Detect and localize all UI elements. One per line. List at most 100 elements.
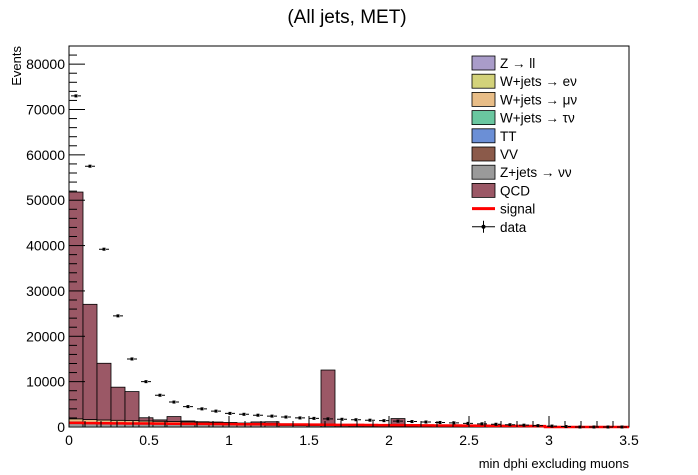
data-point — [337, 417, 347, 421]
legend-entry: QCD — [471, 182, 530, 198]
data-point — [323, 417, 333, 421]
histogram-bar — [180, 420, 196, 423]
histogram-bar — [138, 417, 154, 422]
data-point — [99, 247, 109, 251]
signal-line — [69, 421, 629, 429]
plot-area: 0 0.5 1 1.5 2 2.5 3 3.5 10000 20000 30000 40000 5000… — [26, 45, 639, 448]
data-point-marker — [424, 420, 428, 424]
legend-entry: W+jets → eν — [471, 73, 577, 89]
data-point-marker — [200, 407, 204, 411]
legend-label: W+jets → τν — [500, 111, 575, 126]
data-point-marker — [438, 420, 442, 424]
legend-swatch — [471, 128, 496, 144]
data-point — [85, 164, 95, 168]
legend-entry: W+jets → μν — [471, 92, 577, 107]
histogram-bar — [68, 191, 84, 420]
data-point-marker — [158, 393, 162, 397]
data-point-marker — [284, 415, 288, 419]
y-tick-label: 60000 — [26, 147, 65, 163]
x-tick-label: 1 — [225, 432, 233, 448]
data-point-marker — [116, 314, 120, 318]
data-point — [169, 400, 179, 404]
y-tick-label: 30000 — [26, 283, 65, 299]
data-point-marker — [466, 421, 470, 425]
data-point-marker — [522, 423, 526, 427]
data-point-marker — [620, 425, 624, 429]
data-point — [603, 425, 613, 429]
data-point-marker — [410, 420, 414, 424]
data-point-marker — [606, 425, 610, 429]
histogram-bar — [68, 418, 84, 423]
histogram-bar — [124, 391, 140, 422]
data-point — [393, 419, 403, 423]
data-point-marker — [326, 417, 330, 421]
legend-swatch — [471, 55, 496, 71]
legend-label: VV — [500, 147, 518, 162]
legend-label: W+jets → μν — [500, 92, 577, 107]
data-point-marker — [88, 164, 92, 168]
legend-entry: signal — [472, 202, 535, 217]
legend-swatch — [471, 146, 496, 162]
data-point — [127, 357, 137, 361]
data-point-marker — [508, 423, 512, 427]
histogram-bar — [320, 369, 336, 425]
data-point-marker — [396, 419, 400, 423]
data-point — [519, 423, 529, 427]
legend-marker-dot — [481, 224, 486, 229]
data-point-marker — [74, 94, 78, 98]
chart-title: (All jets, MET) — [287, 7, 406, 28]
data-point — [491, 422, 501, 426]
y-axis-title: Events — [9, 46, 24, 86]
legend-entry: Z+jets → νν — [471, 164, 572, 180]
data-point — [281, 415, 291, 419]
legend-entry: W+jets → τν — [471, 110, 575, 126]
x-tick-label: 0.5 — [139, 432, 159, 448]
data-point-marker — [550, 424, 554, 428]
data-point — [113, 314, 123, 318]
data-point-marker — [144, 380, 148, 384]
data-point-marker — [242, 412, 246, 416]
legend-swatch — [471, 92, 496, 107]
legend-label: Z → ll — [500, 56, 535, 71]
data-point — [575, 425, 585, 429]
legend-label: W+jets → eν — [500, 74, 577, 89]
data-point-marker — [382, 419, 386, 423]
data-point — [267, 414, 277, 418]
data-point — [421, 420, 431, 424]
data-point — [295, 416, 305, 420]
data-point — [365, 418, 375, 422]
legend-entry: VV — [471, 146, 518, 162]
histogram-bar — [110, 386, 126, 421]
data-point-marker — [186, 405, 190, 409]
y-tick-label: 20000 — [26, 328, 65, 344]
y-tick-label: 10000 — [26, 374, 65, 390]
data-point — [379, 419, 389, 423]
legend-label: Z+jets → νν — [500, 165, 572, 180]
y-zero-label: 0 — [57, 419, 65, 435]
y-tick-label: 40000 — [26, 238, 65, 254]
legend-label: TT — [500, 129, 517, 144]
signal-layer — [69, 421, 629, 429]
data-point — [225, 411, 235, 415]
y-tick-label: 50000 — [26, 192, 65, 208]
data-point — [141, 380, 151, 384]
data-point-marker — [592, 425, 596, 429]
legend-entry: Z → ll — [471, 55, 535, 71]
x-tick-label: 3 — [545, 432, 553, 448]
data-point-marker — [368, 418, 372, 422]
data-point — [253, 413, 263, 417]
x-axis-title: min dphi excluding muons — [479, 456, 630, 471]
data-point-marker — [452, 421, 456, 425]
data-point-marker — [228, 411, 232, 415]
data-point — [561, 425, 571, 429]
data-point — [197, 407, 207, 411]
data-point — [463, 421, 473, 425]
legend-label: signal — [500, 202, 535, 217]
y-tick-label: 70000 — [26, 102, 65, 118]
data-point-marker — [298, 416, 302, 420]
axis-layer: 0 0.5 1 1.5 2 2.5 3 3.5 10000 20000 30000 40000 5000… — [26, 54, 639, 448]
data-point — [211, 409, 221, 413]
data-point-marker — [564, 425, 568, 429]
legend-swatch — [471, 164, 496, 180]
histogram-bar — [166, 416, 182, 422]
